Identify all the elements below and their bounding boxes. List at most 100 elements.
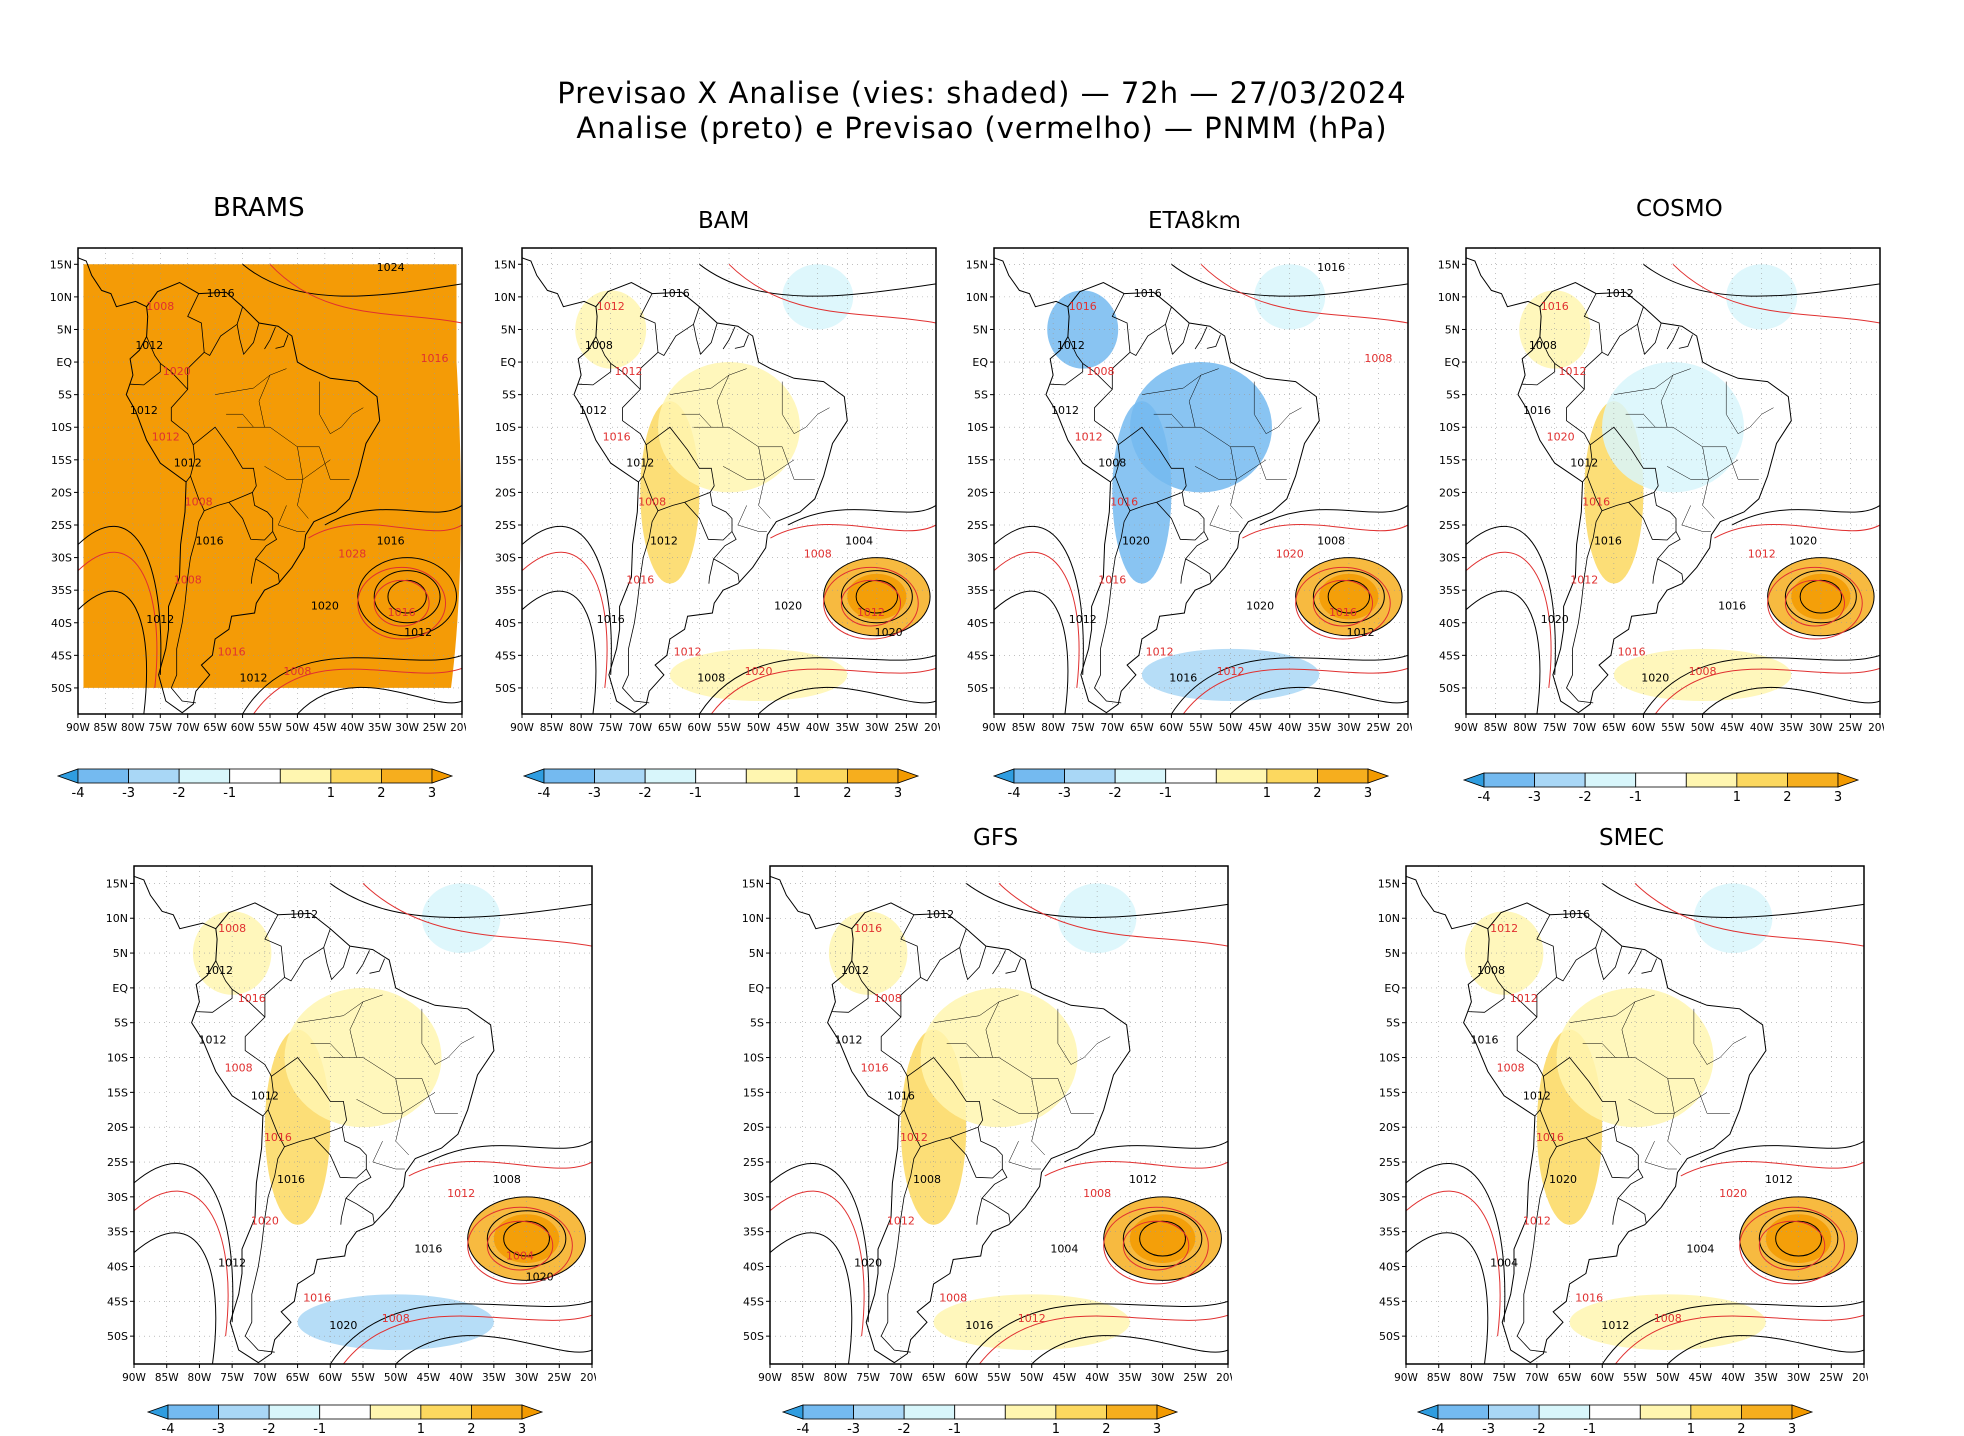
colorbar-brams: -4-3-2-11234 bbox=[56, 768, 454, 801]
state-border bbox=[277, 505, 306, 532]
forecast-isobar bbox=[1242, 524, 1408, 539]
contour-label: 1012 bbox=[152, 430, 180, 443]
country-border bbox=[1050, 363, 1084, 386]
contour-label: 1008 bbox=[1083, 1187, 1111, 1200]
lon-tick-label: 90W bbox=[510, 722, 534, 734]
colorbar-label: -3 bbox=[122, 786, 135, 801]
contour-label: 1012 bbox=[1570, 456, 1598, 469]
colorbar-segment bbox=[229, 768, 281, 784]
analysis-low-isobar bbox=[373, 570, 441, 624]
state-border bbox=[946, 1043, 980, 1058]
colorbar-segment bbox=[847, 768, 899, 784]
state-border bbox=[264, 459, 331, 480]
lon-tick-label: 70W bbox=[628, 722, 652, 734]
lat-tick-label: 10S bbox=[743, 1052, 764, 1065]
country-border bbox=[1487, 960, 1538, 1018]
lon-tick-label: 65W bbox=[203, 722, 227, 734]
lon-tick-label: 80W bbox=[1513, 722, 1537, 734]
lat-tick-label: 50S bbox=[495, 682, 516, 695]
contour-label: 1016 bbox=[388, 606, 416, 619]
colorbar-label: -2 bbox=[1109, 786, 1122, 801]
analysis-isobar bbox=[242, 263, 462, 297]
analysis-isobar bbox=[1171, 654, 1408, 714]
colorbar-label: -1 bbox=[1583, 1422, 1596, 1436]
lat-tick-label: 20S bbox=[495, 486, 516, 499]
lon-tick-label: 45W bbox=[1720, 722, 1744, 734]
analysis-isobar bbox=[324, 505, 462, 526]
lat-tick-label: 50S bbox=[967, 682, 988, 695]
coastline bbox=[1463, 902, 1767, 1364]
contour-label: 1008 bbox=[1364, 352, 1392, 365]
lon-tick-label: 25W bbox=[423, 722, 447, 734]
country-border bbox=[340, 1198, 347, 1225]
country-border bbox=[1184, 531, 1212, 582]
colorbar-segment bbox=[1690, 1404, 1742, 1420]
lat-tick-label: 10S bbox=[495, 421, 516, 434]
contour-label: 1016 bbox=[1536, 1131, 1564, 1144]
lon-tick-label: 20W bbox=[1852, 1372, 1868, 1384]
lat-tick-label: 30S bbox=[967, 552, 988, 565]
contour-label: 1012 bbox=[1510, 992, 1538, 1005]
colorbar-segment bbox=[1106, 1404, 1158, 1420]
contour-label: 1008 bbox=[913, 1173, 941, 1186]
contour-label: 1008 bbox=[1654, 1312, 1682, 1325]
lon-tick-label: 75W bbox=[148, 722, 172, 734]
lon-tick-label: 35W bbox=[1118, 1372, 1142, 1384]
contour-label: 1008 bbox=[146, 300, 174, 313]
map-panel-bam: 1016101210081012101210161012100810121016… bbox=[494, 247, 940, 734]
lat-tick-label: 10S bbox=[1379, 1052, 1400, 1065]
lat-tick-label: 5N bbox=[1445, 323, 1460, 336]
forecast-low-isobar bbox=[1739, 1206, 1845, 1285]
lat-tick-label: 10S bbox=[107, 1052, 128, 1065]
state-border bbox=[1057, 1078, 1094, 1114]
state-border bbox=[215, 368, 287, 395]
analysis-low-isobar bbox=[1312, 570, 1385, 624]
lat-tick-label: 40S bbox=[495, 617, 516, 630]
colorbar-left-arrow bbox=[146, 1404, 169, 1420]
colorbar-label: 3 bbox=[1153, 1422, 1161, 1436]
state-border bbox=[1569, 994, 1655, 1023]
lat-tick-label: 35S bbox=[495, 584, 516, 597]
contour-label: 1020 bbox=[251, 1215, 279, 1228]
lon-tick-label: 50W bbox=[747, 722, 771, 734]
lon-tick-label: 50W bbox=[1656, 1372, 1680, 1384]
lat-tick-label: 15S bbox=[1379, 1086, 1400, 1099]
contour-label: 1008 bbox=[804, 548, 832, 561]
lat-tick-label: 5S bbox=[58, 389, 72, 402]
state-border bbox=[297, 446, 309, 519]
lon-tick-label: 30W bbox=[1809, 722, 1833, 734]
analysis-isobar bbox=[1259, 505, 1408, 526]
contour-label: 1012 bbox=[1018, 1312, 1046, 1325]
contour-label: 1016 bbox=[662, 287, 690, 300]
state-border bbox=[226, 413, 254, 428]
lon-tick-label: 70W bbox=[889, 1372, 913, 1384]
lon-tick-label: 80W bbox=[1041, 722, 1065, 734]
lat-tick-label: 15N bbox=[50, 258, 72, 271]
lon-tick-label: 60W bbox=[1632, 722, 1656, 734]
lat-tick-label: 45S bbox=[743, 1295, 764, 1308]
contour-label: 1012 bbox=[887, 1215, 915, 1228]
contour-label: 1008 bbox=[697, 671, 725, 684]
lat-tick-label: 10S bbox=[51, 421, 72, 434]
colorbar-label: -1 bbox=[1629, 790, 1642, 805]
country-border bbox=[708, 558, 714, 584]
colorbar-segment bbox=[644, 768, 697, 784]
contour-label: 1012 bbox=[240, 671, 268, 684]
lon-tick-label: 70W bbox=[253, 1372, 277, 1384]
forecast-low-isobar bbox=[1767, 566, 1863, 640]
colorbar-left-arrow bbox=[1416, 1404, 1439, 1420]
state-border bbox=[319, 381, 364, 435]
colorbar-segment bbox=[279, 768, 332, 784]
state-border bbox=[681, 413, 712, 428]
contour-label: 1016 bbox=[1471, 1034, 1499, 1047]
lat-tick-label: 45S bbox=[1379, 1295, 1400, 1308]
lon-tick-label: 30W bbox=[515, 1372, 539, 1384]
lat-tick-label: 30S bbox=[107, 1191, 128, 1204]
lon-tick-label: 20W bbox=[924, 722, 940, 734]
lon-tick-label: 30W bbox=[395, 722, 419, 734]
colorbar-right-arrow bbox=[1156, 1404, 1179, 1420]
map-panel-unnamed: 1012 1008 1012 1016 1012 1008 1012 1016 1016 1020… bbox=[106, 865, 596, 1384]
colorbar-segment bbox=[1317, 768, 1369, 784]
country-border bbox=[192, 426, 257, 512]
state-border bbox=[1693, 1078, 1730, 1114]
